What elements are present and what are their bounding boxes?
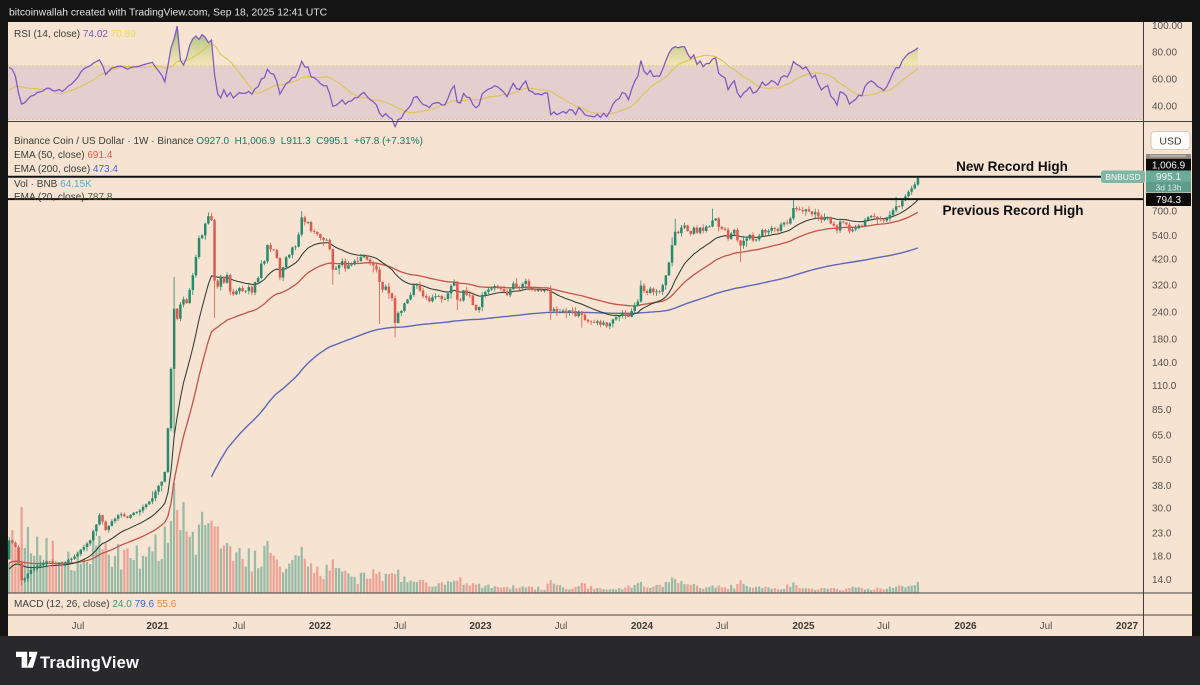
- svg-text:995.1: 995.1: [1156, 172, 1181, 183]
- svg-text:1,006.9: 1,006.9: [1152, 161, 1186, 172]
- svg-text:40.00: 40.00: [1152, 102, 1177, 113]
- svg-text:EMA (200, close) 473.4: EMA (200, close) 473.4: [14, 164, 118, 175]
- svg-text:140.0: 140.0: [1152, 358, 1177, 369]
- svg-text:TradingView: TradingView: [40, 654, 139, 672]
- svg-text:2022: 2022: [309, 621, 332, 632]
- svg-text:Vol · BNB 64.15K: Vol · BNB 64.15K: [14, 179, 92, 190]
- svg-text:2021: 2021: [146, 621, 169, 632]
- svg-text:2026: 2026: [954, 621, 977, 632]
- svg-text:USD: USD: [1159, 136, 1182, 148]
- svg-text:80.00: 80.00: [1152, 48, 1177, 59]
- svg-text:50.0: 50.0: [1152, 455, 1172, 466]
- svg-text:23.0: 23.0: [1152, 528, 1172, 539]
- svg-text:2025: 2025: [792, 621, 815, 632]
- svg-text:Jul: Jul: [1040, 621, 1053, 632]
- svg-text:240.0: 240.0: [1152, 307, 1177, 318]
- svg-text:3d 13h: 3d 13h: [1156, 183, 1182, 193]
- svg-text:38.0: 38.0: [1152, 481, 1172, 492]
- svg-text:14.0: 14.0: [1152, 575, 1172, 586]
- svg-text:2023: 2023: [469, 621, 492, 632]
- svg-text:320.0: 320.0: [1152, 280, 1177, 291]
- svg-text:Previous Record High: Previous Record High: [942, 203, 1083, 218]
- svg-text:Jul: Jul: [72, 621, 85, 632]
- svg-text:Jul: Jul: [394, 621, 407, 632]
- svg-text:794.3: 794.3: [1156, 195, 1181, 206]
- svg-text:MACD (12, 26, close) 24.0 79.6: MACD (12, 26, close) 24.0 79.6 55.6: [14, 599, 177, 610]
- svg-text:420.0: 420.0: [1152, 255, 1177, 266]
- svg-text:Binance Coin / US Dollar · 1W: Binance Coin / US Dollar · 1W · Binance …: [14, 136, 423, 147]
- svg-text:EMA (50, close) 691.4: EMA (50, close) 691.4: [14, 150, 113, 161]
- svg-text:2024: 2024: [631, 621, 654, 632]
- svg-text:Jul: Jul: [877, 621, 890, 632]
- svg-text:700.0: 700.0: [1152, 207, 1177, 218]
- svg-text:bitcoinwallah created with Tra: bitcoinwallah created with TradingView.c…: [9, 8, 328, 19]
- svg-text:New Record High: New Record High: [956, 159, 1068, 174]
- svg-text:18.0: 18.0: [1152, 552, 1172, 563]
- svg-text:Jul: Jul: [555, 621, 568, 632]
- svg-text:Jul: Jul: [716, 621, 729, 632]
- svg-text:60.00: 60.00: [1152, 75, 1177, 86]
- svg-text:2027: 2027: [1116, 621, 1139, 632]
- svg-text:65.0: 65.0: [1152, 431, 1172, 442]
- svg-text:180.0: 180.0: [1152, 335, 1177, 346]
- svg-text:30.0: 30.0: [1152, 503, 1172, 514]
- svg-text:85.0: 85.0: [1152, 405, 1172, 416]
- svg-text:100.00: 100.00: [1152, 21, 1183, 32]
- svg-text:Jul: Jul: [233, 621, 246, 632]
- svg-text:540.0: 540.0: [1152, 231, 1177, 242]
- svg-text:110.0: 110.0: [1152, 381, 1177, 392]
- svg-text:RSI (14, close) 74.02 70.89: RSI (14, close) 74.02 70.89: [14, 29, 136, 40]
- svg-text:EMA (20, close) 787.8: EMA (20, close) 787.8: [14, 192, 113, 203]
- svg-text:BNBUSD: BNBUSD: [1105, 172, 1140, 182]
